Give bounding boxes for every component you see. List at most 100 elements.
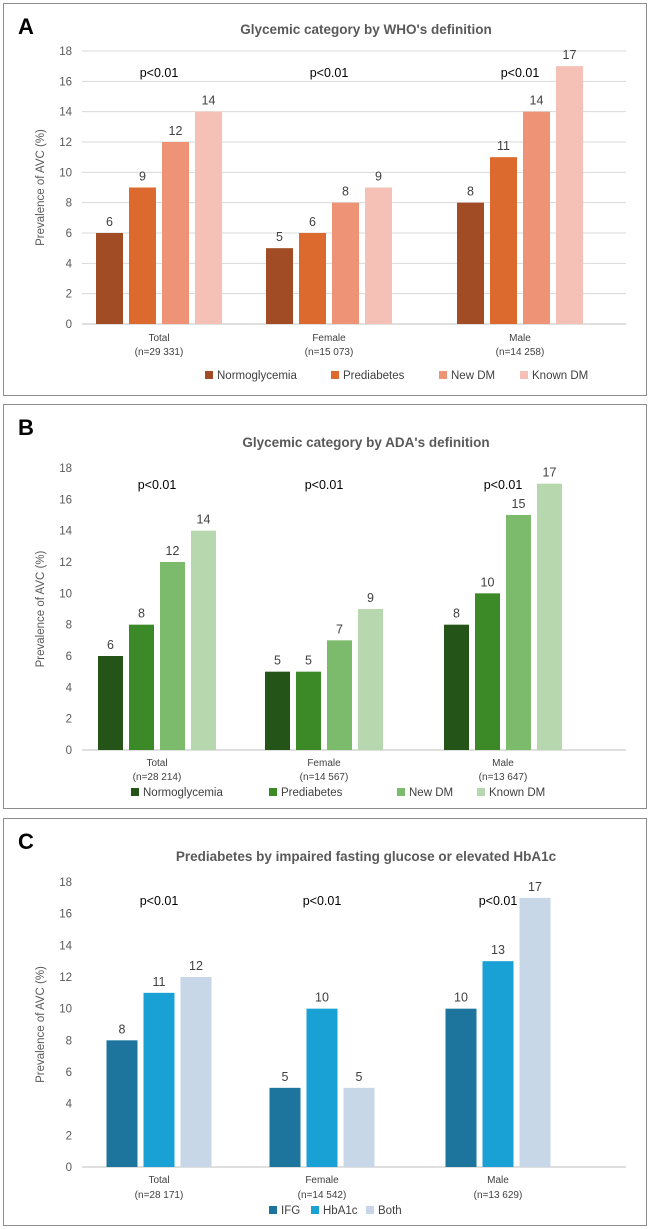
y-tick-label: 2 [66, 1130, 72, 1142]
bar [143, 992, 175, 1167]
bar [269, 1087, 301, 1167]
x-category-label: Female [312, 333, 346, 344]
y-tick-label: 14 [59, 526, 72, 538]
bar [299, 233, 326, 324]
bar [180, 977, 212, 1167]
data-label: 8 [119, 1022, 126, 1036]
legend-swatch [205, 371, 213, 379]
data-label: 11 [497, 139, 510, 153]
panel-a: A Glycemic category by WHO's definition 0… [3, 3, 647, 396]
data-label: 17 [528, 880, 542, 894]
x-category-label: Total [148, 333, 169, 344]
y-axis-label: Prevalence of AVC (%) [35, 129, 47, 246]
bar [98, 656, 123, 750]
data-label: 11 [153, 975, 166, 989]
legend-label: Known DM [532, 370, 588, 382]
bar [523, 111, 550, 325]
y-tick-label: 0 [66, 745, 72, 757]
x-category-label: Male [487, 1175, 509, 1186]
data-label: 17 [563, 48, 577, 62]
x-category-n: (n=28 214) [133, 772, 182, 783]
bar [265, 671, 290, 750]
bar [96, 233, 123, 324]
bar [343, 1087, 375, 1167]
legend-swatch [269, 788, 277, 796]
x-category-label: Male [509, 333, 531, 344]
legend-label: Prediabetes [343, 370, 405, 382]
y-tick-label: 18 [59, 46, 72, 58]
data-label: 6 [106, 215, 113, 229]
data-label: 6 [107, 638, 114, 652]
data-label: 9 [367, 591, 374, 605]
bar [482, 961, 514, 1167]
legend-label: Both [378, 1205, 402, 1217]
bar [195, 111, 222, 325]
x-category-n: (n=29 331) [135, 347, 184, 358]
y-tick-label: 6 [66, 228, 72, 240]
bar [296, 671, 321, 750]
chart-title: Glycemic category by WHO's definition [240, 22, 492, 37]
p-value-label: p<0.01 [140, 894, 179, 908]
y-axis-label: Prevalence of AVC (%) [35, 550, 47, 667]
y-tick-label: 14 [59, 940, 72, 952]
y-tick-label: 18 [59, 463, 72, 475]
data-label: 8 [342, 185, 349, 199]
data-label: 14 [202, 94, 216, 108]
bar [266, 248, 293, 324]
bar [457, 202, 484, 324]
legend-label: Prediabetes [281, 787, 343, 799]
p-value-label: p<0.01 [138, 478, 177, 492]
bar [191, 530, 216, 750]
data-label: 5 [282, 1070, 289, 1084]
legend-swatch [366, 1206, 374, 1214]
data-label: 12 [166, 544, 180, 558]
data-label: 15 [512, 497, 526, 511]
bar [129, 187, 156, 324]
x-category-label: Male [492, 758, 514, 769]
x-category-label: Total [146, 758, 167, 769]
x-category-n: (n=14 567) [300, 772, 349, 783]
data-label: 6 [309, 215, 316, 229]
bar [160, 562, 185, 750]
p-value-label: p<0.01 [303, 894, 342, 908]
x-category-n: (n=14 542) [298, 1190, 347, 1201]
panel-letter: A [18, 14, 34, 39]
panel-letter: C [18, 829, 34, 854]
y-tick-label: 2 [66, 714, 72, 726]
bar [445, 1008, 477, 1167]
bar [490, 157, 517, 324]
y-tick-label: 16 [59, 909, 72, 921]
x-category-n: (n=14 258) [496, 347, 545, 358]
x-category-label: Female [307, 758, 341, 769]
legend-label: New DM [409, 787, 453, 799]
y-tick-label: 12 [59, 137, 72, 149]
bar [537, 483, 562, 750]
data-label: 8 [138, 607, 145, 621]
y-tick-label: 18 [59, 877, 72, 889]
data-label: 9 [139, 170, 146, 184]
x-category-n: (n=28 171) [135, 1190, 184, 1201]
y-tick-label: 16 [59, 494, 72, 506]
p-value-label: p<0.01 [140, 66, 179, 80]
panel-c: C Prediabetes by impaired fasting glucos… [3, 818, 647, 1226]
p-value-label: p<0.01 [484, 478, 523, 492]
y-tick-label: 14 [59, 107, 72, 119]
p-value-label: p<0.01 [501, 66, 540, 80]
y-tick-label: 4 [66, 682, 73, 694]
bar [365, 187, 392, 324]
legend-swatch [131, 788, 139, 796]
y-tick-label: 10 [59, 588, 72, 600]
y-tick-label: 0 [66, 319, 72, 331]
y-tick-label: 4 [66, 258, 73, 270]
y-tick-label: 0 [66, 1162, 72, 1174]
data-label: 9 [375, 170, 382, 184]
x-category-n: (n=13 629) [474, 1190, 523, 1201]
p-value-label: p<0.01 [479, 894, 518, 908]
data-label: 5 [305, 654, 312, 668]
bar [444, 624, 469, 750]
chart-a: Glycemic category by WHO's definition 0 2 4… [35, 22, 626, 382]
data-label: 10 [315, 991, 329, 1005]
chart-b: Glycemic category by ADA's definition 0 2 4… [35, 435, 626, 799]
bar [106, 1040, 138, 1167]
bar [327, 640, 352, 750]
